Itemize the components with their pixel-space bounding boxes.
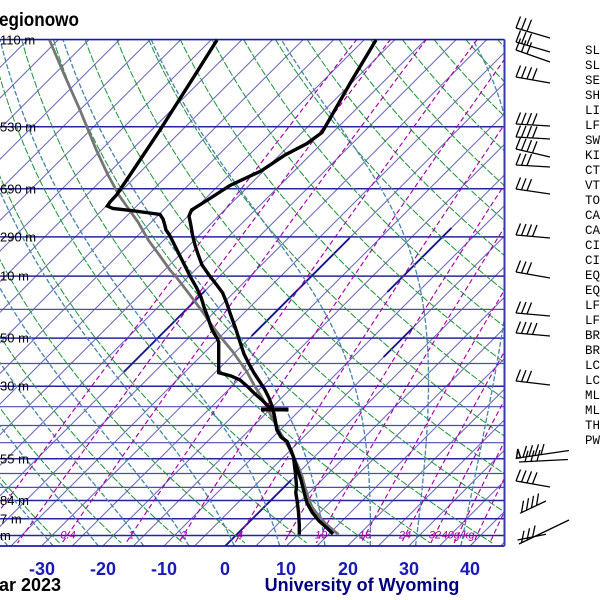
svg-text:MLMR: MLMR: [585, 404, 600, 418]
svg-text:SWET: SWET: [585, 134, 600, 148]
svg-text:-10: -10: [151, 559, 177, 579]
svg-text:LFTV: LFTV: [585, 119, 600, 133]
svg-text:SHOW: SHOW: [585, 89, 600, 103]
svg-text:VTOT: VTOT: [585, 179, 600, 193]
svg-text:University of Wyoming: University of Wyoming: [265, 575, 460, 595]
svg-text:1: 1: [128, 530, 134, 542]
svg-text:55 m: 55 m: [0, 452, 29, 467]
svg-text:4: 4: [237, 530, 243, 542]
svg-text:40g/kg: 40g/kg: [441, 530, 475, 542]
svg-text:2: 2: [180, 530, 187, 542]
svg-text:TOTL: TOTL: [585, 194, 600, 208]
svg-text:CAPV: CAPV: [585, 224, 600, 238]
svg-text:-30: -30: [29, 559, 55, 579]
svg-text:20: 20: [338, 559, 358, 579]
svg-text:CINV: CINV: [585, 254, 600, 268]
svg-text:24: 24: [398, 530, 411, 542]
svg-text:EQTV: EQTV: [585, 284, 600, 298]
svg-text:110 m: 110 m: [0, 33, 35, 48]
svg-text:50 m: 50 m: [0, 331, 29, 346]
svg-text:EQLV: EQLV: [585, 269, 600, 283]
svg-text:SELV: SELV: [585, 74, 600, 88]
svg-text:7 m: 7 m: [0, 512, 22, 527]
svg-text:BRCH: BRCH: [585, 329, 600, 343]
svg-text:0: 0: [220, 559, 230, 579]
svg-text:CAPE: CAPE: [585, 209, 600, 223]
svg-text:m: m: [0, 528, 11, 543]
svg-text:PWAT: PWAT: [585, 434, 600, 448]
svg-text:10: 10: [315, 530, 328, 542]
svg-text:THTK: THTK: [585, 419, 600, 433]
svg-text:CTOT: CTOT: [585, 164, 600, 178]
svg-text:32: 32: [429, 530, 441, 542]
svg-text:-20: -20: [90, 559, 116, 579]
svg-text:SLAT: SLAT: [585, 44, 600, 58]
svg-text:690 m: 690 m: [0, 182, 36, 197]
svg-text:SLON: SLON: [585, 59, 600, 73]
svg-text:16: 16: [359, 530, 372, 542]
svg-text:0.4: 0.4: [60, 530, 75, 542]
svg-text:egionowo: egionowo: [0, 9, 79, 31]
svg-text:ar 2023: ar 2023: [0, 575, 61, 595]
svg-text:30 m: 30 m: [0, 379, 29, 394]
svg-text:530 m: 530 m: [0, 120, 36, 135]
svg-text:LIFT: LIFT: [585, 104, 600, 118]
svg-text:30: 30: [399, 559, 419, 579]
svg-text:LFCV: LFCV: [585, 314, 600, 328]
svg-text:84 m: 84 m: [0, 493, 29, 508]
svg-text:290 m: 290 m: [0, 230, 36, 245]
svg-text:40: 40: [460, 559, 480, 579]
svg-text:CINS: CINS: [585, 239, 600, 253]
svg-text:LFCT: LFCT: [585, 299, 600, 313]
svg-text:KINX: KINX: [585, 149, 600, 163]
svg-text:BRCV: BRCV: [585, 344, 600, 358]
svg-text:LCLP: LCLP: [585, 374, 600, 388]
svg-text:LCLT: LCLT: [585, 359, 600, 373]
svg-text:10: 10: [276, 559, 296, 579]
svg-text:7: 7: [285, 530, 292, 542]
svg-text:10 m: 10 m: [0, 269, 29, 284]
